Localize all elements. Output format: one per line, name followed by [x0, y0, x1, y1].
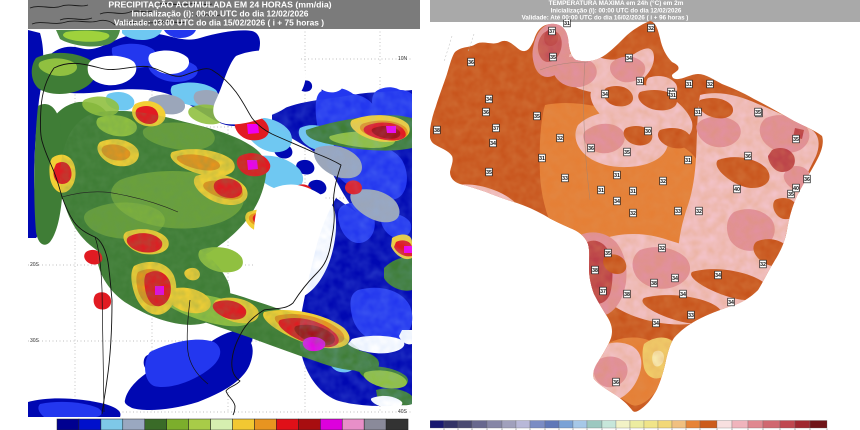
- svg-text:20S: 20S: [30, 262, 40, 268]
- svg-text:40: 40: [734, 187, 740, 193]
- svg-text:34: 34: [728, 300, 734, 306]
- svg-text:32: 32: [659, 246, 665, 252]
- svg-text:38: 38: [624, 292, 630, 298]
- svg-text:Inicialização (i): 00:00 UTC d: Inicialização (i): 00:00 UTC do dia 12/0…: [551, 8, 682, 15]
- svg-text:34: 34: [626, 56, 632, 62]
- svg-text:Validade: 03:00 UTC do dia 15/: Validade: 03:00 UTC do dia 15/02/2026 ( …: [114, 17, 324, 27]
- svg-text:37: 37: [600, 289, 606, 295]
- svg-text:37: 37: [493, 126, 499, 132]
- svg-text:33: 33: [562, 176, 568, 182]
- svg-text:31: 31: [630, 189, 636, 195]
- svg-text:31: 31: [695, 110, 701, 116]
- svg-text:31: 31: [614, 173, 620, 179]
- svg-text:34: 34: [672, 276, 678, 282]
- svg-text:31: 31: [685, 158, 691, 164]
- svg-text:38: 38: [434, 128, 440, 134]
- svg-text:35: 35: [755, 110, 761, 116]
- svg-text:Validade: Até 00:00 UTC do dia: Validade: Até 00:00 UTC do dia 16/02/202…: [522, 15, 689, 22]
- svg-text:10N: 10N: [398, 56, 408, 62]
- svg-text:36: 36: [483, 110, 489, 116]
- svg-text:34: 34: [486, 97, 492, 103]
- svg-text:31: 31: [598, 188, 604, 194]
- svg-text:35: 35: [624, 150, 630, 156]
- svg-text:31: 31: [670, 93, 676, 99]
- svg-text:36: 36: [745, 154, 751, 160]
- svg-text:PRECIPITAÇÃO ACUMULADA EM 24 H: PRECIPITAÇÃO ACUMULADA EM 24 HORAS (mm/d…: [108, 0, 331, 10]
- svg-text:38: 38: [592, 268, 598, 274]
- svg-text:32: 32: [760, 262, 766, 268]
- svg-text:35: 35: [788, 192, 794, 198]
- svg-text:32: 32: [696, 209, 702, 215]
- svg-text:30S: 30S: [30, 338, 40, 344]
- svg-text:TEMPERATURA MÁXIMA em 24h (°C): TEMPERATURA MÁXIMA em 24h (°C) em 2m: [549, 0, 684, 7]
- svg-text:32: 32: [648, 26, 654, 32]
- svg-text:31: 31: [539, 156, 545, 162]
- svg-text:40: 40: [793, 186, 799, 192]
- svg-text:40S: 40S: [398, 409, 408, 415]
- svg-text:38: 38: [651, 281, 657, 287]
- svg-text:37: 37: [549, 29, 555, 35]
- svg-text:34: 34: [653, 321, 659, 327]
- svg-text:35: 35: [793, 137, 799, 143]
- svg-text:32: 32: [707, 82, 713, 88]
- svg-text:36: 36: [588, 146, 594, 152]
- svg-text:34: 34: [490, 141, 496, 147]
- svg-text:35: 35: [486, 170, 492, 176]
- svg-text:34: 34: [680, 292, 686, 298]
- svg-text:32: 32: [557, 136, 563, 142]
- svg-text:33: 33: [675, 209, 681, 215]
- svg-text:36: 36: [804, 177, 810, 183]
- svg-text:35: 35: [605, 251, 611, 257]
- svg-text:36: 36: [613, 380, 619, 386]
- svg-text:35: 35: [550, 55, 556, 61]
- svg-text:31: 31: [637, 79, 643, 85]
- svg-text:31: 31: [564, 21, 570, 27]
- svg-text:34: 34: [715, 273, 721, 279]
- svg-text:32: 32: [660, 179, 666, 185]
- svg-text:33: 33: [688, 313, 694, 319]
- svg-text:35: 35: [534, 114, 540, 120]
- svg-text:31: 31: [686, 82, 692, 88]
- svg-text:30: 30: [645, 129, 651, 135]
- svg-text:34: 34: [602, 92, 608, 98]
- svg-text:36: 36: [468, 60, 474, 66]
- svg-text:Inicialização (i): 00:00 UTC d: Inicialização (i): 00:00 UTC do dia 12/0…: [132, 9, 309, 19]
- svg-text:32: 32: [630, 211, 636, 217]
- svg-text:34: 34: [614, 199, 620, 205]
